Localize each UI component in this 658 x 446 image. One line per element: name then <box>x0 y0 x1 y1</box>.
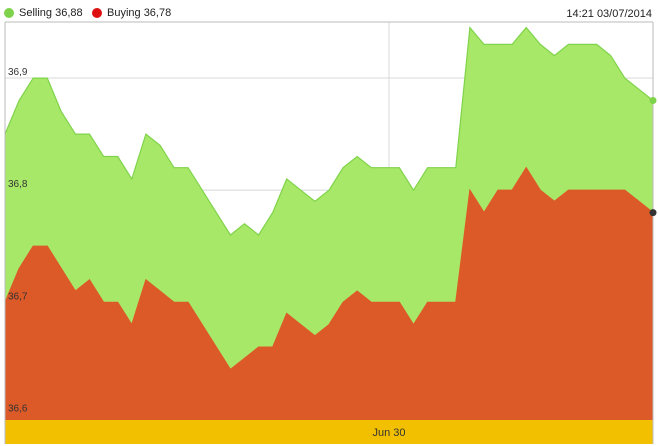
buying-end-marker <box>649 209 657 217</box>
y-tick-label: 36,6 <box>8 403 28 414</box>
legend-selling-dot <box>4 8 14 18</box>
series-areas <box>4 26 654 420</box>
legend-selling-label: Selling 36,88 <box>19 7 83 19</box>
legend-selling[interactable]: Selling 36,88 <box>4 5 83 21</box>
y-tick-label: 36,9 <box>8 67 28 78</box>
selling-end-marker <box>649 96 657 104</box>
date-band-label: Jun 30 <box>372 427 405 439</box>
y-axis-labels: 36,9 36,8 36,7 36,6 <box>8 67 28 414</box>
date-band <box>5 420 653 444</box>
legend-buying-label: Buying 36,78 <box>107 7 172 19</box>
legend-buying[interactable]: Buying 36,78 <box>92 5 171 21</box>
series-line-buying <box>4 166 654 371</box>
y-tick-label: 36,7 <box>8 291 28 302</box>
series-area-buying <box>5 167 653 420</box>
timestamp: 14:21 03/07/2014 <box>566 8 652 20</box>
chart-header: Selling 36,88 Buying 36,78 14:21 03/07/2… <box>0 0 658 24</box>
legend-buying-dot <box>92 8 102 18</box>
y-tick-label: 36,8 <box>8 179 28 190</box>
series-line-selling <box>4 26 654 236</box>
end-markers <box>649 96 657 217</box>
